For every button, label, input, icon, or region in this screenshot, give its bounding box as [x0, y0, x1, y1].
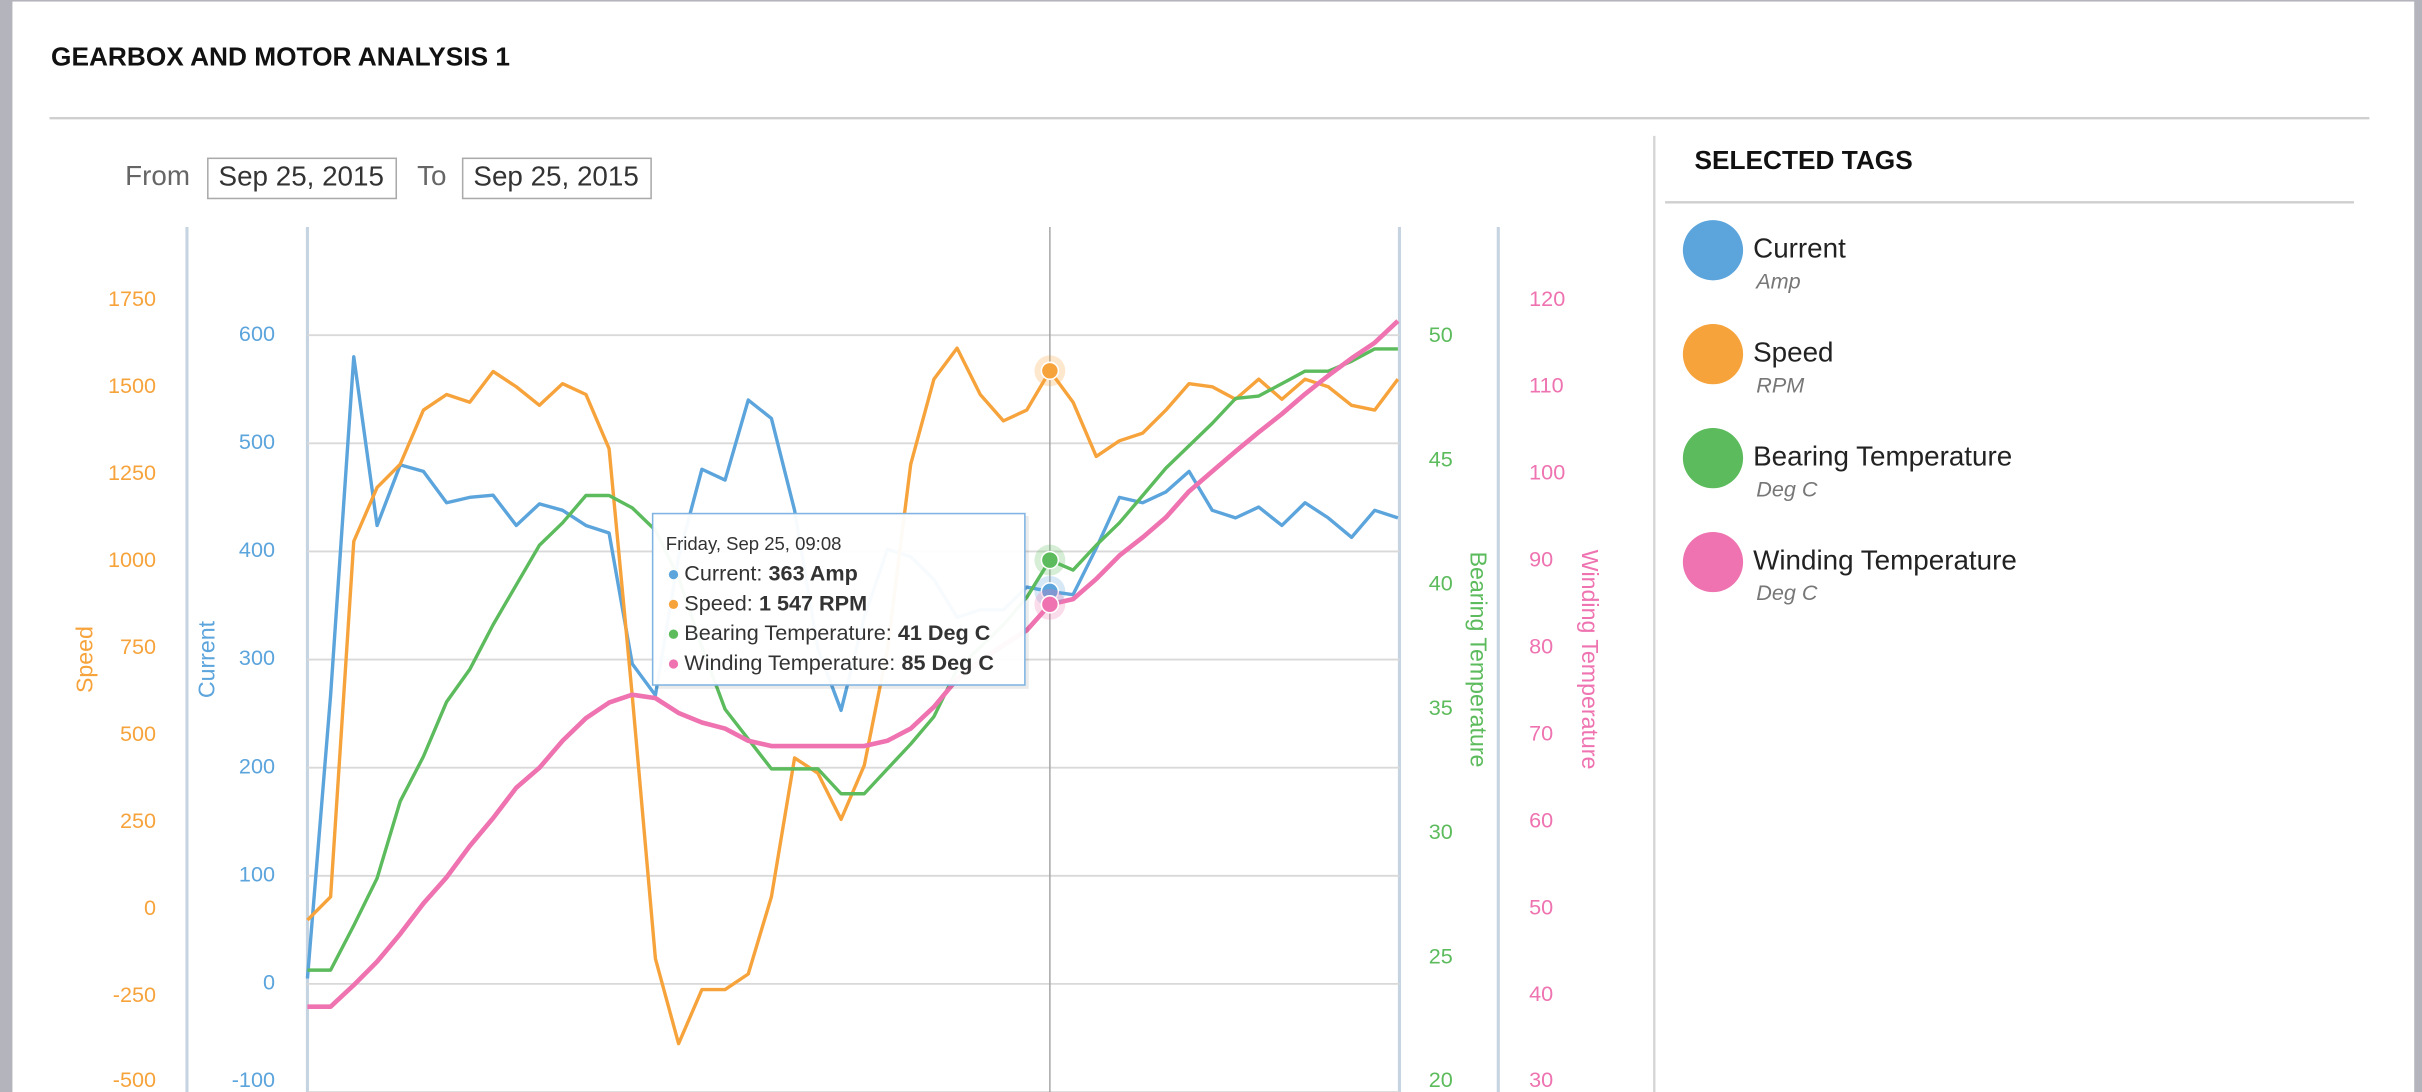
tooltip-label: Speed:: [684, 590, 753, 615]
y-tick-label: 40: [1529, 981, 1553, 1006]
tooltip-value: 1 547 RPM: [759, 590, 867, 615]
tooltip: Friday, Sep 25, 09:08 Current: 363 Amp Spee…: [651, 512, 1029, 689]
y-tick-label: 80: [1529, 634, 1553, 659]
y-tick-label: 50: [1529, 894, 1553, 919]
to-value[interactable]: Sep 25, 2015: [473, 161, 638, 192]
series-line: [307, 347, 1398, 972]
tag-name: Bearing Temperature: [1753, 440, 2012, 471]
hover-marker: [1040, 595, 1060, 614]
to-input[interactable]: [461, 157, 652, 200]
y-tick-label: 90: [1529, 547, 1553, 572]
y-tick-label: 600: [239, 321, 275, 346]
y-tick-label: 120: [1529, 286, 1565, 311]
tooltip-value: 41 Deg C: [898, 620, 991, 645]
hover-marker: [1040, 550, 1060, 570]
tooltip-item: Speed: 1 547 RPM: [684, 590, 867, 615]
tags-title: SELECTED TAGS: [1694, 145, 1912, 175]
from-label: From: [125, 160, 190, 191]
y-tick-label: 70: [1529, 720, 1553, 745]
y-tick-label: 30: [1529, 1067, 1553, 1092]
y-tick-label: -100: [232, 1067, 275, 1092]
tag-name: Winding Temperature: [1753, 544, 2017, 575]
y-tick-label: 1750: [108, 286, 156, 311]
y-tick-label: 1250: [108, 460, 156, 485]
axis-title: Current: [194, 620, 220, 698]
y-tick-label: 0: [144, 895, 156, 920]
page-title: GEARBOX AND MOTOR ANALYSIS 1: [51, 42, 510, 72]
hover-marker: [1040, 361, 1060, 381]
tag-swatch: [1682, 324, 1744, 385]
to-label: To: [417, 160, 446, 191]
tag-name: Speed: [1753, 337, 1833, 368]
y-tick-label: 45: [1429, 446, 1453, 471]
y-tick-label: 100: [1529, 460, 1565, 485]
tooltip-dot: [668, 569, 679, 580]
y-tick-label: 30: [1429, 819, 1453, 844]
y-tick-label: 300: [239, 645, 275, 670]
from-value[interactable]: Sep 25, 2015: [219, 161, 384, 192]
y-tick-label: 35: [1429, 695, 1453, 720]
tag-swatch: [1682, 427, 1744, 489]
series-line: [307, 319, 1400, 1010]
tooltip-value: 85 Deg C: [901, 650, 994, 675]
panel: [12, 1, 2415, 1092]
y-tick-label: 20: [1429, 1067, 1453, 1092]
y-tick-label: 1000: [108, 547, 156, 572]
y-tick-label: 110: [1529, 373, 1563, 398]
y-tick-label: 500: [120, 721, 156, 746]
y-tick-label: 1500: [108, 373, 156, 398]
tag-unit: Amp: [1754, 268, 1800, 293]
tag-swatch: [1682, 220, 1744, 281]
y-tick-label: 50: [1429, 322, 1453, 347]
tooltip-title: Friday, Sep 25, 09:08: [666, 533, 842, 554]
tag-swatch: [1682, 531, 1744, 593]
axis-title: Speed: [72, 626, 98, 693]
tooltip-dot: [668, 629, 679, 639]
tooltip-item: Bearing Temperature: 41 Deg C: [684, 620, 990, 645]
tooltip-dot: [668, 599, 679, 610]
tag-unit: RPM: [1756, 372, 1804, 397]
axis-title: Bearing Temperature: [1466, 552, 1492, 768]
tooltip-item: Current: 363 Amp: [684, 560, 858, 585]
tooltip-item: Winding Temperature: 85 Deg C: [684, 650, 994, 675]
tag-name: Current: [1753, 233, 1846, 264]
axis-title: Winding Temperature: [1577, 550, 1603, 770]
y-tick-label: 100: [239, 861, 275, 886]
tag-unit: Deg C: [1756, 476, 1818, 501]
tooltip-box: [651, 512, 1026, 686]
y-tick-label: -500: [113, 1067, 156, 1092]
tooltip-label: Winding Temperature:: [684, 650, 895, 675]
tooltip-dot: [668, 659, 679, 669]
from-input[interactable]: [207, 157, 398, 200]
tag-unit: Deg C: [1756, 580, 1818, 605]
y-tick-label: -250: [113, 982, 156, 1007]
y-tick-label: 500: [239, 429, 275, 454]
tooltip-value: 363 Amp: [769, 560, 858, 585]
tooltip-label: Bearing Temperature:: [684, 620, 891, 645]
y-tick-label: 750: [120, 634, 156, 659]
y-tick-label: 40: [1429, 571, 1453, 596]
y-tick-label: 200: [239, 753, 275, 778]
y-tick-label: 250: [120, 808, 156, 833]
y-tick-label: 25: [1429, 944, 1453, 969]
y-tick-label: 400: [239, 537, 275, 562]
y-tick-label: 0: [263, 970, 275, 995]
tooltip-label: Current:: [684, 560, 762, 585]
y-tick-label: 60: [1529, 807, 1553, 832]
